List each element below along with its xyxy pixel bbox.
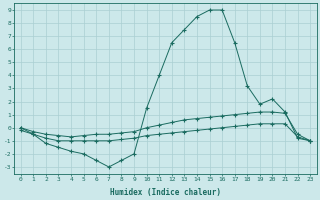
X-axis label: Humidex (Indice chaleur): Humidex (Indice chaleur) xyxy=(110,188,221,197)
